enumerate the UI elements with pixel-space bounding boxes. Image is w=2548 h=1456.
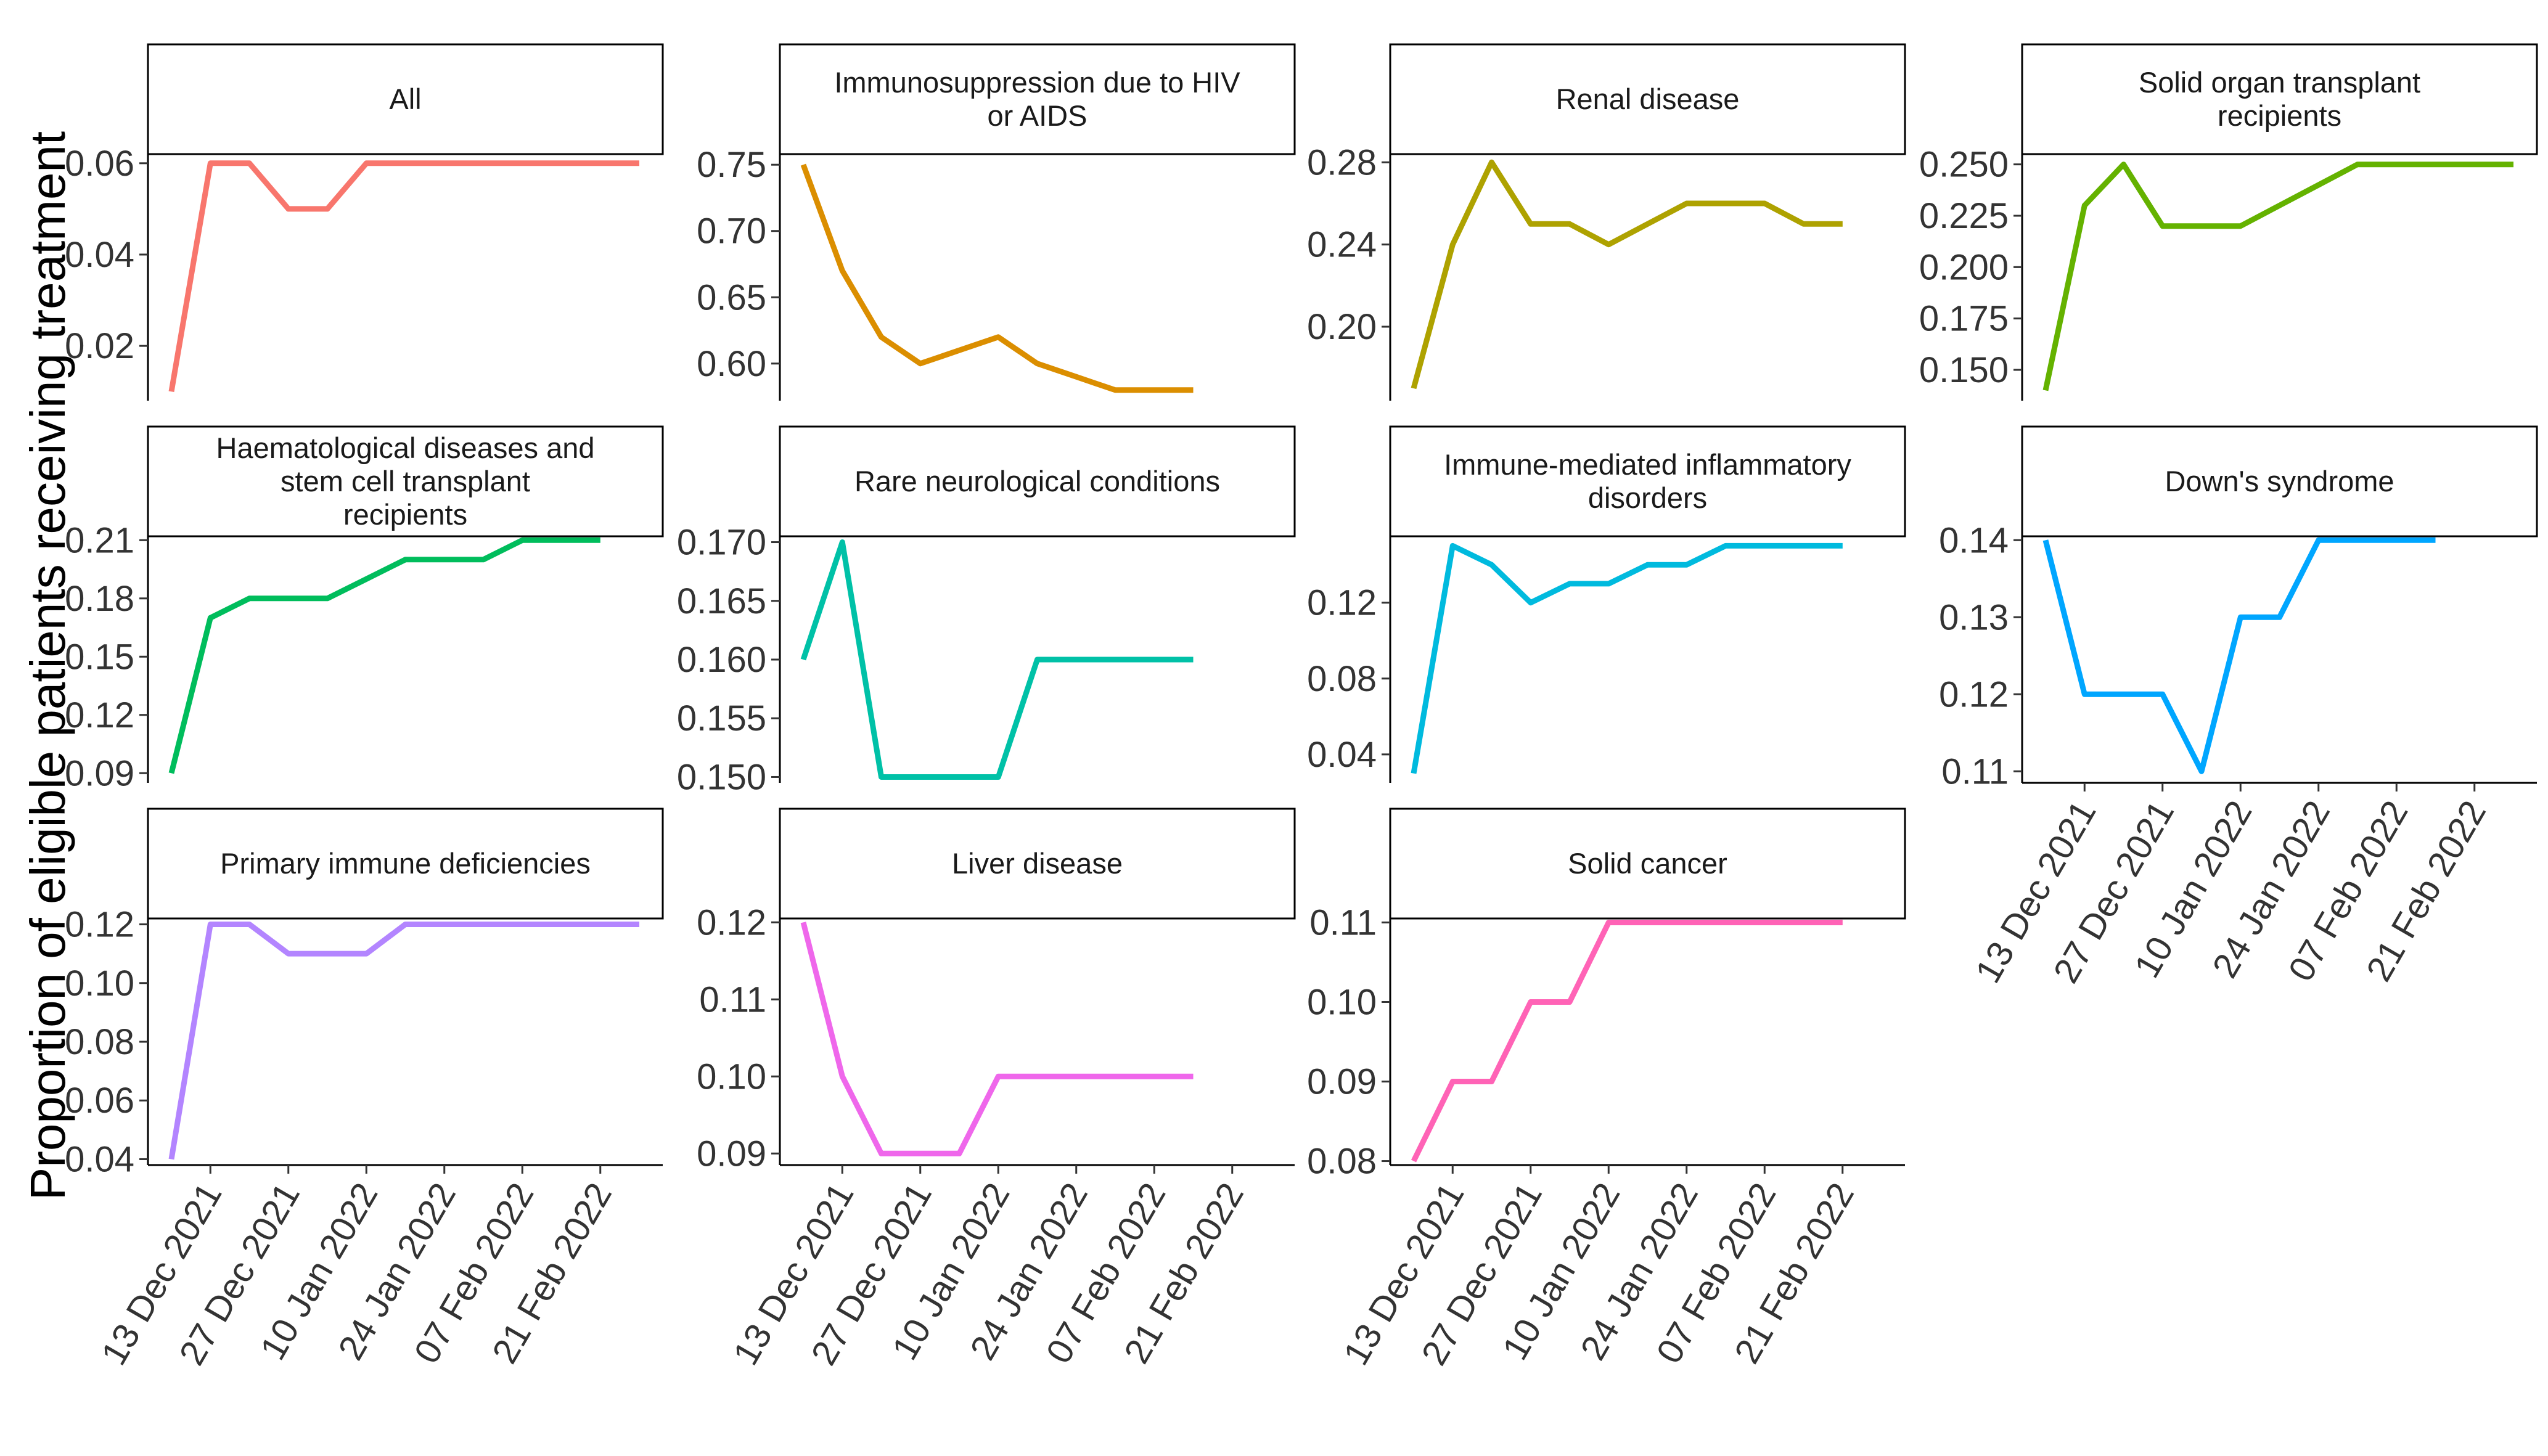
y-tick-label: 0.150 — [1919, 350, 2009, 390]
y-tick-label: 0.12 — [1939, 674, 2009, 714]
strip-title-line: Liver disease — [952, 847, 1123, 880]
y-axis-label: Proportion of eligible patients receivin… — [20, 131, 75, 1200]
strip-title-line: stem cell transplant — [281, 465, 530, 497]
y-tick-label: 0.02 — [65, 326, 134, 366]
y-tick-label: 0.70 — [697, 211, 766, 252]
panel-2: Renal disease 0.20 0.24 0.28 — [1307, 43, 1906, 401]
strip-box — [2021, 425, 2538, 538]
strip-box — [147, 43, 664, 155]
y-tick-label: 0.21 — [65, 520, 134, 560]
strip-box — [147, 808, 664, 920]
series-line — [800, 922, 1194, 1156]
y-tick-label: 0.08 — [1307, 659, 1377, 699]
series-line — [168, 160, 639, 392]
y-tick-label: 0.75 — [697, 145, 766, 185]
panel-0: All 0.02 0.04 0.06 — [65, 43, 664, 401]
series-line — [1411, 920, 1843, 1163]
strip-title-line: Primary immune deficiencies — [220, 847, 591, 880]
y-tick-label: 0.18 — [65, 579, 134, 619]
y-tick-label: 0.10 — [65, 963, 134, 1004]
y-tick-label: 0.12 — [65, 695, 134, 735]
y-tick-label: 0.155 — [677, 698, 766, 738]
strip-title-line: Haematological diseases and — [216, 431, 595, 464]
y-tick-label: 0.09 — [697, 1134, 766, 1174]
y-tick-label: 0.11 — [699, 980, 766, 1020]
series-line — [168, 922, 639, 1160]
panel-5: Rare neurological conditions 0.150 0.155 0.… — [677, 425, 1296, 797]
strip-title-line: Down's syndrome — [2165, 465, 2394, 497]
strip-box — [1389, 43, 1906, 155]
y-tick-label: 0.20 — [1307, 307, 1377, 347]
y-tick-label: 0.175 — [1919, 299, 2009, 339]
strip-title-line: recipients — [343, 498, 467, 531]
y-tick-label: 0.06 — [65, 1081, 134, 1121]
y-tick-label: 0.04 — [65, 235, 134, 275]
y-tick-label: 0.15 — [65, 637, 134, 677]
y-tick-label: 0.28 — [1307, 142, 1377, 182]
y-tick-label: 0.60 — [697, 344, 766, 384]
panel-8: Primary immune deficiencies 0.04 0.06 0.08 0… — [65, 808, 664, 1372]
y-tick-label: 0.04 — [65, 1139, 134, 1179]
y-tick-label: 0.170 — [677, 523, 766, 563]
y-tick-label: 0.12 — [65, 905, 134, 945]
series-line — [800, 163, 1194, 393]
strip-box — [779, 43, 1296, 155]
series-line — [1411, 159, 1843, 390]
strip-title-line: All — [389, 83, 421, 115]
strip-box — [779, 425, 1296, 538]
strip-title-line: Immunosuppression due to HIV — [834, 66, 1240, 99]
y-tick-label: 0.11 — [1309, 902, 1377, 943]
y-tick-label: 0.10 — [697, 1057, 766, 1097]
series-line — [168, 537, 600, 774]
y-tick-label: 0.200 — [1919, 247, 2009, 287]
strip-box — [1389, 425, 1906, 538]
strip-box — [1389, 808, 1906, 920]
series-line — [2042, 537, 2436, 774]
y-tick-label: 0.150 — [677, 757, 766, 797]
y-tick-label: 0.14 — [1939, 520, 2009, 560]
y-tick-label: 0.12 — [1307, 583, 1377, 623]
y-tick-label: 0.09 — [65, 753, 134, 793]
strip-title-line: Solid organ transplant — [2139, 66, 2420, 99]
y-tick-label: 0.06 — [65, 144, 134, 184]
y-tick-label: 0.08 — [65, 1022, 134, 1062]
strip-title-line: recipients — [2218, 99, 2341, 132]
y-tick-label: 0.09 — [1307, 1062, 1377, 1102]
strip-title-line: or AIDS — [988, 99, 1088, 132]
strip-title-line: Rare neurological conditions — [854, 465, 1220, 497]
series-line — [1411, 542, 1843, 774]
y-tick-label: 0.65 — [697, 277, 766, 317]
y-tick-label: 0.11 — [1941, 751, 2009, 791]
strip-box — [779, 808, 1296, 920]
strip-title-line: disorders — [1588, 481, 1707, 514]
strip-title-line: Renal disease — [1556, 83, 1740, 115]
strip-title-line: Solid cancer — [1568, 847, 1727, 880]
y-tick-label: 0.10 — [1307, 982, 1377, 1022]
strip-box — [147, 425, 664, 538]
series-line — [2042, 162, 2513, 391]
y-tick-label: 0.250 — [1919, 145, 2009, 185]
y-tick-label: 0.08 — [1307, 1142, 1377, 1182]
y-tick-label: 0.12 — [697, 902, 766, 943]
y-tick-label: 0.13 — [1939, 597, 2009, 637]
y-tick-label: 0.24 — [1307, 225, 1377, 265]
y-tick-label: 0.165 — [677, 581, 766, 621]
y-tick-label: 0.160 — [677, 640, 766, 680]
strip-title-line: Immune-mediated inflammatory — [1444, 448, 1851, 481]
y-tick-label: 0.225 — [1919, 196, 2009, 236]
series-line — [800, 539, 1194, 780]
strip-box — [2021, 43, 2538, 155]
y-tick-label: 0.04 — [1307, 735, 1377, 775]
